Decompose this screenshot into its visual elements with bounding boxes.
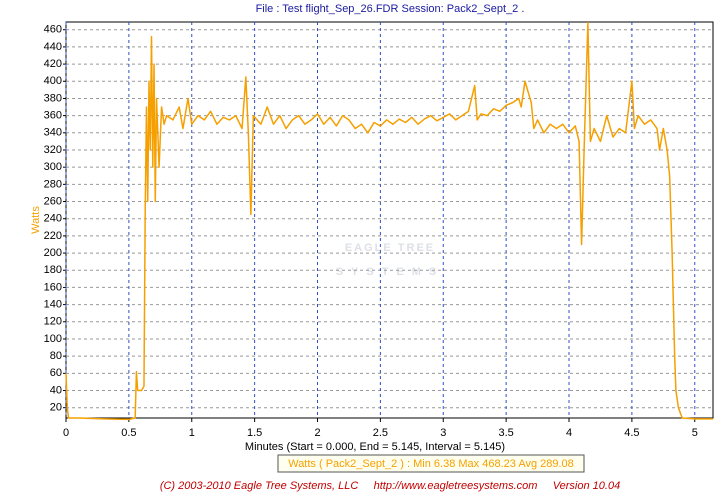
x-tick-label: 2.5 [373, 427, 388, 439]
y-tick-label: 360 [44, 110, 62, 122]
x-tick-label: 3.5 [498, 427, 513, 439]
x-tick-label: 1.5 [247, 427, 262, 439]
chart-title: File : Test flight_Sep_26.FDR Session: P… [256, 3, 525, 15]
y-tick-label: 140 [44, 299, 62, 311]
y-tick-label: 380 [44, 92, 62, 104]
y-tick-label: 400 [44, 75, 62, 87]
y-tick-label: 60 [50, 367, 62, 379]
y-tick-label: 460 [44, 24, 62, 36]
y-axis-label: Watts [30, 206, 42, 234]
y-tick-label: 320 [44, 144, 62, 156]
y-tick-label: 420 [44, 58, 62, 70]
x-tick-label: 1 [189, 427, 195, 439]
y-tick-label: 120 [44, 316, 62, 328]
watermark: SYSTEMS [336, 266, 445, 278]
y-tick-label: 260 [44, 195, 62, 207]
x-axis-label: Minutes (Start = 0.000, End = 5.145, Int… [245, 441, 505, 453]
y-tick-label: 80 [50, 350, 62, 362]
x-tick-label: 2 [314, 427, 320, 439]
y-tick-label: 440 [44, 41, 62, 53]
y-tick-label: 40 [50, 384, 62, 396]
x-tick-label: 5 [692, 427, 698, 439]
y-tick-label: 20 [50, 402, 62, 414]
x-tick-label: 0.5 [121, 427, 136, 439]
x-tick-label: 4 [566, 427, 572, 439]
y-tick-label: 220 [44, 230, 62, 242]
plot-area [65, 21, 714, 419]
y-tick-label: 180 [44, 264, 62, 276]
x-tick-label: 0 [63, 427, 69, 439]
x-tick-label: 3 [440, 427, 446, 439]
data-line [65, 21, 713, 421]
legend-box [277, 454, 585, 473]
x-tick-label: 4.5 [624, 427, 639, 439]
y-tick-label: 240 [44, 213, 62, 225]
y-tick-label: 100 [44, 333, 62, 345]
y-tick-label: 200 [44, 247, 62, 259]
y-tick-label: 340 [44, 127, 62, 139]
y-tick-label: 160 [44, 281, 62, 293]
legend-entry: Watts ( Pack2_Sept_2 ) : Min 6.38 Max 46… [288, 458, 574, 470]
footer: (C) 2003-2010 Eagle Tree Systems, LLC ht… [160, 480, 620, 492]
watermark: EAGLE TREE [345, 242, 435, 254]
y-tick-label: 300 [44, 161, 62, 173]
y-tick-label: 280 [44, 178, 62, 190]
